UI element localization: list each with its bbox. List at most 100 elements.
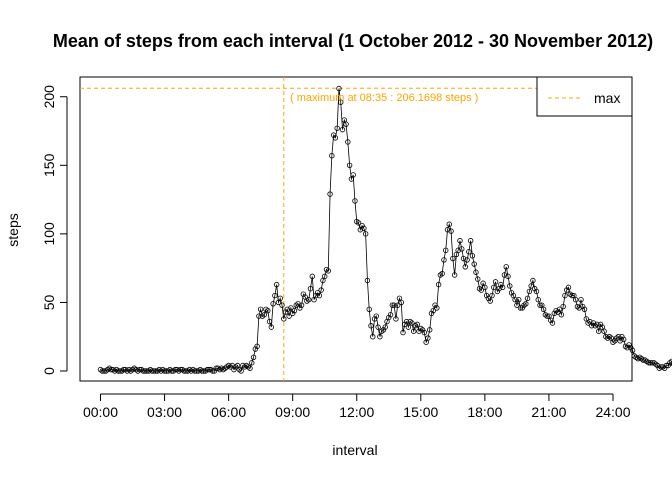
data-point [485, 295, 492, 302]
data-point [261, 312, 267, 318]
data-point [277, 295, 283, 302]
data-point [523, 301, 529, 307]
legend-box [536, 76, 633, 117]
data-point [398, 299, 404, 306]
data-point [336, 85, 342, 92]
data-point [451, 272, 458, 278]
data-point [140, 368, 146, 374]
data-point [394, 302, 401, 308]
data-point [528, 283, 534, 289]
y-axis-label: steps [5, 213, 21, 246]
data-point [492, 279, 499, 285]
data-point [658, 364, 664, 370]
data-point [647, 360, 654, 366]
data-point [533, 288, 540, 295]
data-point [487, 298, 493, 304]
data-point [345, 139, 351, 145]
data-point [499, 284, 506, 291]
data-point [211, 368, 218, 374]
x-tick-label: 06:00 [211, 404, 246, 420]
data-point [284, 306, 291, 312]
data-point [142, 368, 148, 374]
data-point [532, 286, 538, 292]
data-point [291, 307, 298, 314]
data-point [329, 152, 335, 159]
data-point [640, 357, 646, 363]
data-point [620, 336, 627, 343]
data-point [238, 368, 244, 374]
data-point [460, 255, 467, 262]
data-point [409, 320, 415, 326]
data-point [177, 366, 184, 373]
data-point [270, 301, 276, 307]
data-point [457, 238, 463, 244]
data-point [435, 281, 442, 288]
data-point [266, 318, 273, 325]
data-point [590, 320, 597, 326]
data-point [414, 321, 420, 328]
data-point [192, 368, 198, 374]
data-point [576, 305, 582, 311]
data-point [512, 296, 518, 303]
data-point [601, 328, 607, 334]
data-point [377, 334, 383, 340]
data-point [537, 302, 543, 308]
data-point [455, 247, 461, 254]
data-point [338, 99, 344, 105]
data-point [350, 172, 356, 178]
data-point [427, 327, 433, 333]
data-point [359, 222, 365, 229]
data-point [149, 368, 155, 374]
data-point [318, 287, 324, 293]
data-point [555, 309, 561, 315]
data-point [279, 302, 285, 308]
data-point [370, 334, 376, 340]
data-point [514, 302, 520, 308]
data-point [469, 253, 476, 259]
data-point [181, 368, 187, 374]
data-point [524, 295, 531, 302]
data-point [252, 346, 259, 352]
y-tick-label: 150 [41, 153, 57, 177]
data-point [405, 324, 412, 330]
data-point [588, 323, 595, 329]
data-point [665, 362, 671, 369]
data-point [257, 306, 264, 312]
data-point [425, 335, 431, 341]
data-point [498, 281, 504, 288]
data-point [330, 132, 337, 138]
data-point [343, 121, 349, 127]
data-point [183, 368, 189, 374]
data-point [491, 284, 497, 291]
data-point [448, 228, 454, 234]
data-point [297, 305, 303, 311]
data-point [444, 227, 451, 233]
data-point [526, 288, 533, 295]
data-point [152, 368, 159, 374]
data-point [117, 368, 123, 374]
data-point [386, 314, 392, 321]
data-point [462, 264, 468, 270]
data-point [306, 296, 312, 303]
max-annotation: ( maximum at 08:35 : 206.1698 steps ) [290, 92, 478, 104]
data-point [99, 368, 105, 374]
data-point [120, 366, 127, 373]
data-point [355, 220, 362, 226]
data-point [254, 343, 260, 350]
data-point [439, 270, 445, 277]
data-point [371, 316, 378, 322]
data-point [193, 368, 200, 374]
data-point [540, 306, 547, 312]
data-point [612, 338, 618, 344]
data-point [551, 310, 557, 317]
data-point [136, 366, 143, 373]
data-point [507, 283, 513, 289]
data-point [558, 312, 565, 318]
data-point [403, 318, 410, 325]
data-point [432, 302, 438, 308]
data-point [204, 366, 210, 373]
data-point [503, 264, 509, 270]
x-tick-label: 21:00 [531, 404, 566, 420]
data-point [373, 313, 380, 319]
